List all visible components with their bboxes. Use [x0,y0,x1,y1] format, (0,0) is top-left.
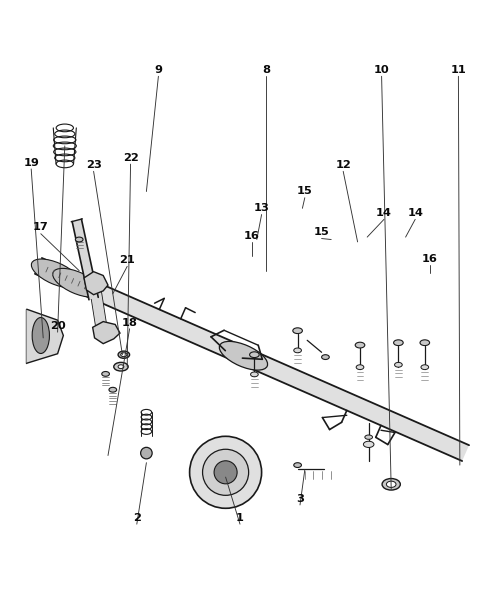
Ellipse shape [75,237,83,242]
Ellipse shape [121,353,127,356]
Polygon shape [84,272,108,295]
Polygon shape [26,309,63,364]
Ellipse shape [382,479,400,490]
Ellipse shape [386,481,396,488]
Ellipse shape [365,435,372,439]
Ellipse shape [109,388,117,392]
Ellipse shape [118,351,130,358]
Ellipse shape [251,372,258,377]
Text: 23: 23 [85,160,102,170]
Text: 15: 15 [314,227,329,237]
Text: 16: 16 [421,254,438,264]
Ellipse shape [293,328,302,334]
Ellipse shape [114,362,128,371]
Ellipse shape [421,365,429,370]
Text: 16: 16 [244,231,260,241]
Ellipse shape [31,259,80,288]
Text: 14: 14 [376,208,392,218]
Ellipse shape [394,340,403,346]
Ellipse shape [118,365,124,368]
Text: 11: 11 [451,65,466,75]
Text: 1: 1 [236,513,244,523]
Ellipse shape [294,462,301,467]
Text: 15: 15 [297,186,312,196]
Ellipse shape [395,362,402,367]
Ellipse shape [53,268,101,297]
Polygon shape [88,278,108,339]
Ellipse shape [356,365,364,370]
Text: 20: 20 [50,321,65,331]
Text: 13: 13 [253,203,270,213]
Circle shape [214,461,237,484]
Text: 14: 14 [407,208,423,218]
Circle shape [141,447,152,459]
Ellipse shape [363,441,374,447]
Circle shape [190,436,262,509]
Polygon shape [93,322,120,344]
Ellipse shape [420,340,430,346]
Text: 3: 3 [296,494,304,504]
Polygon shape [35,258,469,461]
Ellipse shape [32,317,49,353]
Text: 12: 12 [336,160,351,170]
Ellipse shape [219,341,267,370]
Text: 8: 8 [263,65,270,75]
Ellipse shape [355,342,365,348]
Polygon shape [72,219,98,300]
Text: 21: 21 [120,255,135,265]
Text: 22: 22 [123,153,138,163]
Text: 2: 2 [133,513,141,523]
Text: 10: 10 [374,65,389,75]
Ellipse shape [102,371,109,376]
Text: 19: 19 [23,158,39,168]
Circle shape [203,449,249,495]
Ellipse shape [250,352,259,358]
Text: 9: 9 [155,65,162,75]
Text: 18: 18 [121,317,138,328]
Text: 17: 17 [33,222,48,232]
Ellipse shape [294,348,301,353]
Ellipse shape [322,355,329,359]
